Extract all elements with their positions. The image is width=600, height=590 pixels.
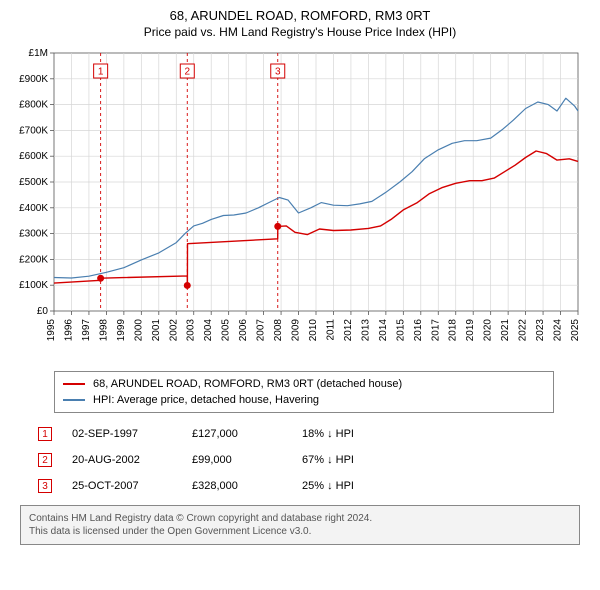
- svg-text:2000: 2000: [133, 319, 144, 342]
- legend-item: HPI: Average price, detached house, Have…: [63, 392, 545, 408]
- transaction-marker: 1: [38, 427, 52, 441]
- svg-text:2020: 2020: [483, 319, 494, 342]
- svg-text:£200K: £200K: [19, 254, 48, 265]
- legend-item: 68, ARUNDEL ROAD, ROMFORD, RM3 0RT (deta…: [63, 376, 545, 392]
- svg-text:£300K: £300K: [19, 229, 48, 240]
- svg-text:2012: 2012: [343, 319, 354, 342]
- svg-text:2013: 2013: [360, 319, 371, 342]
- footer-line-1: Contains HM Land Registry data © Crown c…: [29, 512, 571, 525]
- svg-text:2001: 2001: [151, 319, 162, 342]
- svg-text:2014: 2014: [378, 319, 389, 342]
- svg-text:2024: 2024: [553, 319, 564, 342]
- svg-text:2006: 2006: [238, 319, 249, 342]
- chart-subtitle: Price paid vs. HM Land Registry's House …: [10, 25, 590, 39]
- transactions-table: 1 02-SEP-1997£127,00018% ↓ HPI 2 20-AUG-200…: [38, 421, 590, 499]
- transaction-row: 3 25-OCT-2007£328,00025% ↓ HPI: [38, 473, 590, 499]
- chart-svg: £0 £100K £200K £300K £400K £500K £600K £700K £80…: [10, 47, 590, 367]
- legend-swatch: [63, 383, 85, 385]
- legend-label: 68, ARUNDEL ROAD, ROMFORD, RM3 0RT (deta…: [93, 378, 402, 390]
- transaction-price: £328,000: [192, 480, 302, 492]
- svg-text:2023: 2023: [535, 319, 546, 342]
- chart-title: 68, ARUNDEL ROAD, ROMFORD, RM3 0RT: [10, 8, 590, 23]
- svg-text:£800K: £800K: [19, 100, 48, 111]
- svg-text:2022: 2022: [518, 319, 529, 342]
- svg-text:2004: 2004: [203, 319, 214, 342]
- svg-text:2021: 2021: [500, 319, 511, 342]
- svg-text:2: 2: [184, 67, 190, 78]
- svg-text:2005: 2005: [221, 319, 232, 342]
- svg-text:2015: 2015: [395, 319, 406, 342]
- transaction-marker: 3: [38, 479, 52, 493]
- svg-text:1999: 1999: [116, 319, 127, 342]
- svg-text:2010: 2010: [308, 319, 319, 342]
- attribution-footer: Contains HM Land Registry data © Crown c…: [20, 505, 580, 545]
- svg-text:2017: 2017: [430, 319, 441, 342]
- transaction-pct: 25% ↓ HPI: [302, 480, 422, 492]
- transaction-row: 1 02-SEP-1997£127,00018% ↓ HPI: [38, 421, 590, 447]
- chart-container: 68, ARUNDEL ROAD, ROMFORD, RM3 0RT Price…: [0, 0, 600, 549]
- svg-text:£100K: £100K: [19, 280, 48, 291]
- svg-text:£1M: £1M: [29, 48, 48, 59]
- svg-text:2002: 2002: [168, 319, 179, 342]
- svg-text:3: 3: [275, 67, 281, 78]
- svg-text:£500K: £500K: [19, 177, 48, 188]
- transaction-row: 2 20-AUG-2002£99,00067% ↓ HPI: [38, 447, 590, 473]
- svg-text:2018: 2018: [448, 319, 459, 342]
- svg-text:£900K: £900K: [19, 74, 48, 85]
- transaction-marker: 2: [38, 453, 52, 467]
- svg-text:1995: 1995: [46, 319, 57, 342]
- svg-text:2008: 2008: [273, 319, 284, 342]
- svg-text:2025: 2025: [570, 319, 581, 342]
- transaction-date: 25-OCT-2007: [72, 480, 192, 492]
- svg-text:2019: 2019: [465, 319, 476, 342]
- svg-text:£700K: £700K: [19, 125, 48, 136]
- svg-text:2009: 2009: [291, 319, 302, 342]
- svg-text:£0: £0: [37, 306, 49, 317]
- transaction-date: 20-AUG-2002: [72, 454, 192, 466]
- svg-text:2007: 2007: [256, 319, 267, 342]
- transaction-date: 02-SEP-1997: [72, 428, 192, 440]
- legend-label: HPI: Average price, detached house, Have…: [93, 394, 319, 406]
- svg-text:2011: 2011: [325, 319, 336, 341]
- footer-line-2: This data is licensed under the Open Gov…: [29, 525, 571, 538]
- svg-text:1997: 1997: [81, 319, 92, 342]
- transaction-price: £127,000: [192, 428, 302, 440]
- svg-text:1998: 1998: [98, 319, 109, 342]
- legend-box: 68, ARUNDEL ROAD, ROMFORD, RM3 0RT (deta…: [54, 371, 554, 413]
- legend-swatch: [63, 399, 85, 401]
- svg-text:£400K: £400K: [19, 203, 48, 214]
- transaction-pct: 67% ↓ HPI: [302, 454, 422, 466]
- svg-text:1: 1: [98, 67, 104, 78]
- transaction-pct: 18% ↓ HPI: [302, 428, 422, 440]
- line-chart: £0 £100K £200K £300K £400K £500K £600K £700K £80…: [10, 47, 590, 367]
- svg-text:2003: 2003: [186, 319, 197, 342]
- svg-text:£600K: £600K: [19, 151, 48, 162]
- svg-text:2016: 2016: [413, 319, 424, 342]
- transaction-price: £99,000: [192, 454, 302, 466]
- svg-text:1996: 1996: [63, 319, 74, 342]
